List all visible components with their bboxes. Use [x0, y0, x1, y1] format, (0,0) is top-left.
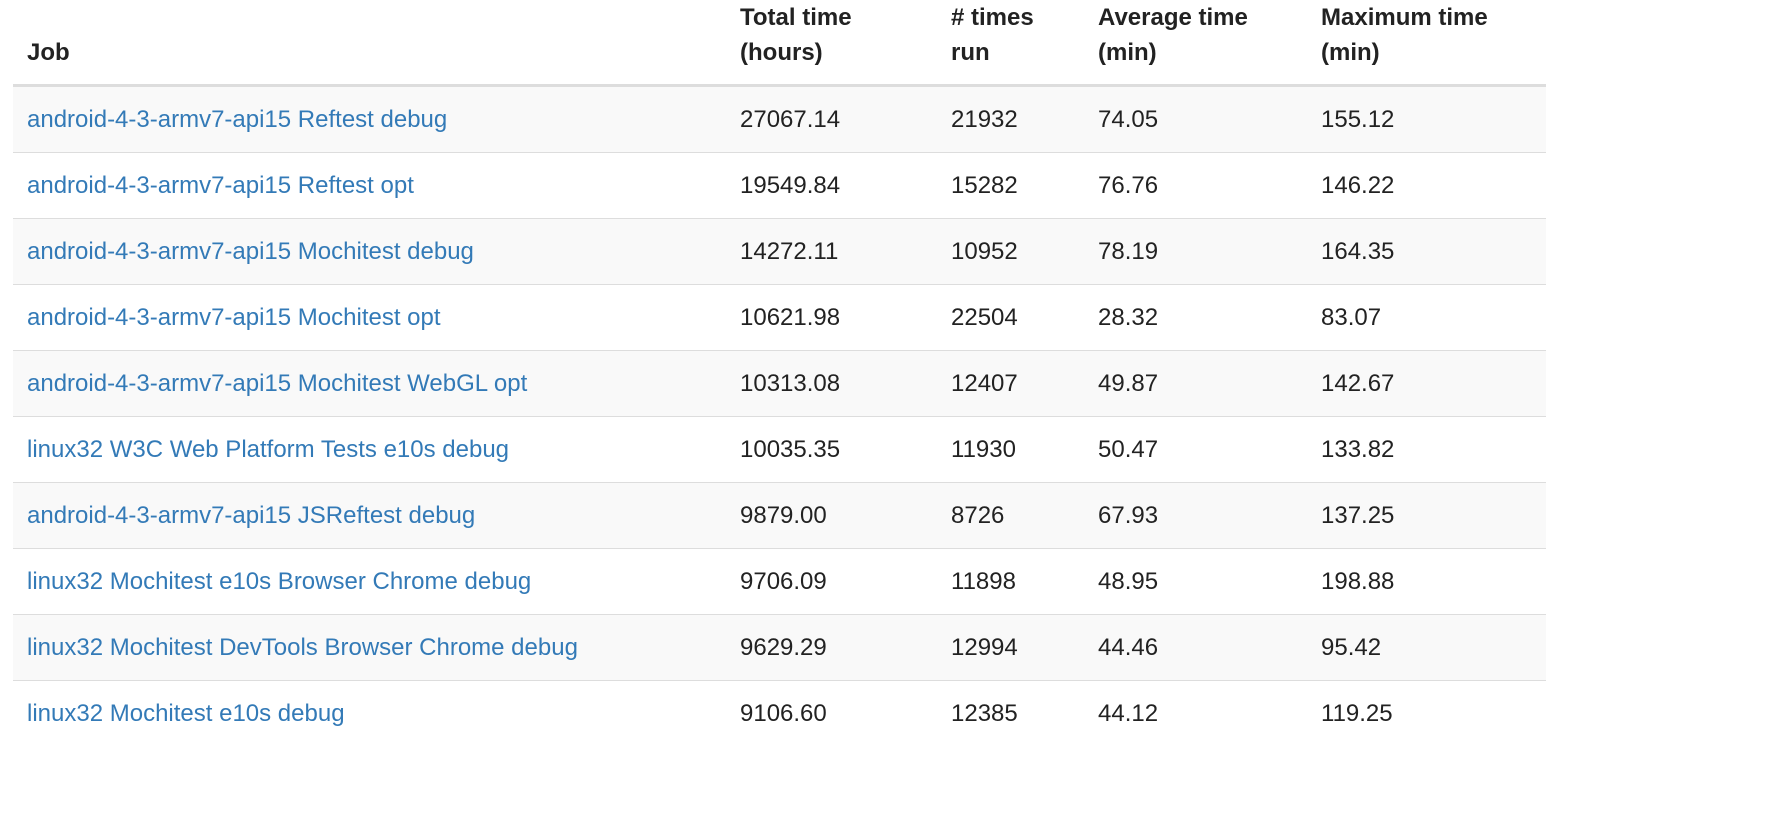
- average-time-cell: 67.93: [1084, 482, 1307, 549]
- column-header-times-run: # times run: [937, 0, 1084, 87]
- maximum-time-cell: 119.25: [1307, 680, 1546, 746]
- column-header-total-time: Total time (hours): [726, 0, 937, 87]
- total-time-cell: 9629.29: [726, 614, 937, 681]
- maximum-time-cell: 95.42: [1307, 614, 1546, 681]
- average-time-cell: 44.46: [1084, 614, 1307, 681]
- job-link[interactable]: android-4-3-armv7-api15 Mochitest debug: [27, 237, 474, 265]
- times-run-cell: 21932: [937, 85, 1084, 153]
- times-run-cell: 10952: [937, 218, 1084, 285]
- maximum-time-cell: 83.07: [1307, 284, 1546, 351]
- total-time-cell: 9106.60: [726, 680, 937, 746]
- average-time-cell: 28.32: [1084, 284, 1307, 351]
- job-cell: linux32 Mochitest DevTools Browser Chrom…: [13, 614, 726, 681]
- total-time-cell: 14272.11: [726, 218, 937, 285]
- table-header: Job Total time (hours) # times run Average…: [13, 0, 1546, 87]
- column-header-job: Job: [13, 0, 726, 87]
- maximum-time-cell: 133.82: [1307, 416, 1546, 483]
- times-run-cell: 12385: [937, 680, 1084, 746]
- table-row: android-4-3-armv7-api15 JSReftest debug …: [13, 482, 1546, 549]
- average-time-cell: 76.76: [1084, 152, 1307, 219]
- column-header-average-time: Average time (min): [1084, 0, 1307, 87]
- column-header-maximum-time: Maximum time (min): [1307, 0, 1546, 87]
- job-cell: linux32 Mochitest e10s Browser Chrome de…: [13, 548, 726, 615]
- job-link[interactable]: android-4-3-armv7-api15 Mochitest WebGL …: [27, 369, 528, 397]
- times-run-cell: 15282: [937, 152, 1084, 219]
- average-time-cell: 74.05: [1084, 85, 1307, 153]
- total-time-cell: 10621.98: [726, 284, 937, 351]
- total-time-cell: 10035.35: [726, 416, 937, 483]
- table-row: android-4-3-armv7-api15 Reftest opt 1954…: [13, 152, 1546, 219]
- job-link[interactable]: linux32 W3C Web Platform Tests e10s debu…: [27, 435, 510, 463]
- average-time-cell: 44.12: [1084, 680, 1307, 746]
- job-cell: android-4-3-armv7-api15 Mochitest WebGL …: [13, 350, 726, 417]
- total-time-cell: 27067.14: [726, 85, 937, 153]
- times-run-cell: 12407: [937, 350, 1084, 417]
- job-link[interactable]: android-4-3-armv7-api15 Reftest opt: [27, 171, 414, 199]
- maximum-time-cell: 137.25: [1307, 482, 1546, 549]
- job-link[interactable]: linux32 Mochitest e10s Browser Chrome de…: [27, 567, 532, 595]
- job-link[interactable]: linux32 Mochitest e10s debug: [27, 699, 345, 727]
- job-times-table: Job Total time (hours) # times run Average…: [13, 0, 1546, 746]
- total-time-cell: 9879.00: [726, 482, 937, 549]
- job-cell: linux32 Mochitest e10s debug: [13, 680, 726, 746]
- job-times-table-container: Job Total time (hours) # times run Average…: [13, 0, 1546, 746]
- job-cell: android-4-3-armv7-api15 Mochitest debug: [13, 218, 726, 285]
- job-cell: android-4-3-armv7-api15 Reftest debug: [13, 85, 726, 153]
- job-cell: android-4-3-armv7-api15 Reftest opt: [13, 152, 726, 219]
- average-time-cell: 49.87: [1084, 350, 1307, 417]
- table-row: android-4-3-armv7-api15 Mochitest debug …: [13, 218, 1546, 285]
- job-link[interactable]: android-4-3-armv7-api15 Mochitest opt: [27, 303, 441, 331]
- job-link[interactable]: android-4-3-armv7-api15 JSReftest debug: [27, 501, 476, 529]
- times-run-cell: 12994: [937, 614, 1084, 681]
- average-time-cell: 50.47: [1084, 416, 1307, 483]
- table-row: android-4-3-armv7-api15 Mochitest WebGL …: [13, 350, 1546, 417]
- table-body: android-4-3-armv7-api15 Reftest debug 27…: [13, 85, 1546, 746]
- maximum-time-cell: 198.88: [1307, 548, 1546, 615]
- times-run-cell: 11930: [937, 416, 1084, 483]
- job-link[interactable]: android-4-3-armv7-api15 Reftest debug: [27, 105, 448, 133]
- times-run-cell: 8726: [937, 482, 1084, 549]
- times-run-cell: 11898: [937, 548, 1084, 615]
- job-cell: android-4-3-armv7-api15 JSReftest debug: [13, 482, 726, 549]
- average-time-cell: 78.19: [1084, 218, 1307, 285]
- table-row: linux32 W3C Web Platform Tests e10s debu…: [13, 416, 1546, 483]
- table-row: linux32 Mochitest e10s debug 9106.60 123…: [13, 680, 1546, 746]
- total-time-cell: 10313.08: [726, 350, 937, 417]
- times-run-cell: 22504: [937, 284, 1084, 351]
- average-time-cell: 48.95: [1084, 548, 1307, 615]
- table-row: android-4-3-armv7-api15 Mochitest opt 10…: [13, 284, 1546, 351]
- job-cell: android-4-3-armv7-api15 Mochitest opt: [13, 284, 726, 351]
- job-cell: linux32 W3C Web Platform Tests e10s debu…: [13, 416, 726, 483]
- total-time-cell: 19549.84: [726, 152, 937, 219]
- header-row: Job Total time (hours) # times run Average…: [13, 0, 1546, 87]
- total-time-cell: 9706.09: [726, 548, 937, 615]
- maximum-time-cell: 155.12: [1307, 85, 1546, 153]
- maximum-time-cell: 164.35: [1307, 218, 1546, 285]
- table-row: android-4-3-armv7-api15 Reftest debug 27…: [13, 85, 1546, 153]
- job-link[interactable]: linux32 Mochitest DevTools Browser Chrom…: [27, 633, 578, 661]
- table-row: linux32 Mochitest DevTools Browser Chrom…: [13, 614, 1546, 681]
- table-row: linux32 Mochitest e10s Browser Chrome de…: [13, 548, 1546, 615]
- maximum-time-cell: 146.22: [1307, 152, 1546, 219]
- maximum-time-cell: 142.67: [1307, 350, 1546, 417]
